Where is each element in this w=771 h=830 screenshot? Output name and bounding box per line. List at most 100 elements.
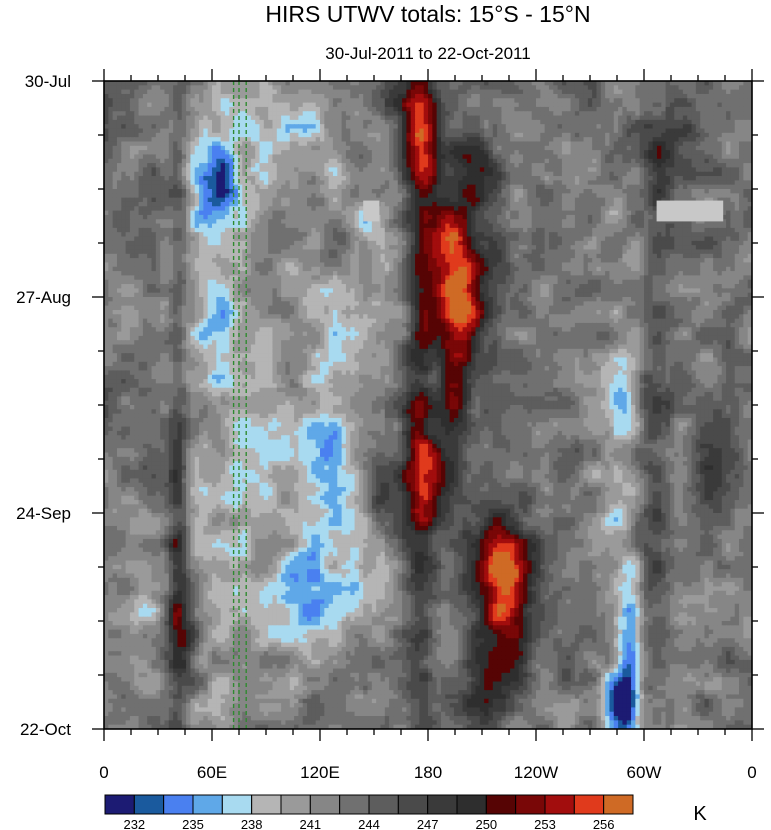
heatmap-cell <box>277 137 282 142</box>
heatmap-cell <box>683 111 688 116</box>
heatmap-cell <box>437 98 442 103</box>
heatmap-cell <box>294 98 299 103</box>
heatmap-cell <box>147 90 152 95</box>
heatmap-cell <box>251 94 256 99</box>
heatmap-cell <box>618 103 623 108</box>
heatmap-cell <box>121 94 126 99</box>
heatmap-cell <box>601 129 606 134</box>
heatmap-cell <box>730 94 735 99</box>
heatmap-cell <box>113 90 118 95</box>
heatmap-cell <box>739 107 744 112</box>
heatmap-cell <box>722 98 727 103</box>
heatmap-cell <box>368 103 373 108</box>
heatmap-cell <box>666 120 671 125</box>
heatmap-cell <box>182 120 187 125</box>
heatmap-cell <box>290 137 295 142</box>
heatmap-cell <box>674 107 679 112</box>
heatmap-cell <box>743 111 748 116</box>
heatmap-cell <box>562 124 567 129</box>
heatmap-cell <box>398 85 403 90</box>
heatmap-cell <box>113 124 118 129</box>
heatmap-cell <box>614 146 619 151</box>
heatmap-cell <box>415 116 420 121</box>
heatmap-cell <box>549 98 554 103</box>
heatmap-cell <box>212 90 217 95</box>
heatmap-cell <box>679 103 684 108</box>
heatmap-cell <box>363 90 368 95</box>
heatmap-cell <box>272 120 277 125</box>
heatmap-cell <box>549 120 554 125</box>
heatmap-cell <box>424 146 429 151</box>
heatmap-cell <box>441 98 446 103</box>
heatmap-cell <box>108 103 113 108</box>
heatmap-cell <box>644 94 649 99</box>
heatmap-cell <box>272 133 277 138</box>
heatmap-cell <box>290 85 295 90</box>
heatmap-cell <box>160 141 165 146</box>
heatmap-cell <box>471 107 476 112</box>
heatmap-cell <box>592 103 597 108</box>
heatmap-cell <box>458 146 463 151</box>
chart-title: HIRS UTWV totals: 15°S - 15°N <box>265 1 590 27</box>
heatmap-cell <box>195 124 200 129</box>
heatmap-cell <box>601 107 606 112</box>
heatmap-cell <box>152 150 157 155</box>
heatmap-cell <box>679 137 684 142</box>
heatmap-cell <box>635 98 640 103</box>
heatmap-cell <box>501 150 506 155</box>
heatmap-cell <box>134 85 139 90</box>
heatmap-cell <box>372 90 377 95</box>
heatmap-cell <box>130 124 135 129</box>
heatmap-cell <box>281 146 286 151</box>
heatmap-cell <box>497 129 502 134</box>
heatmap-cell <box>190 90 195 95</box>
heatmap-cell <box>307 124 312 129</box>
heatmap-cell <box>501 116 506 121</box>
heatmap-cell <box>393 103 398 108</box>
heatmap-cell <box>575 133 580 138</box>
heatmap-cell <box>234 137 239 142</box>
heatmap-cell <box>251 133 256 138</box>
heatmap-cell <box>389 129 394 134</box>
heatmap-cell <box>713 90 718 95</box>
heatmap-cell <box>657 133 662 138</box>
heatmap-cell <box>177 85 182 90</box>
heatmap-cell <box>190 141 195 146</box>
heatmap-cell <box>290 141 295 146</box>
heatmap-cell <box>130 90 135 95</box>
heatmap-cell <box>320 133 325 138</box>
heatmap-cell <box>199 90 204 95</box>
heatmap-cell <box>484 129 489 134</box>
heatmap-cell <box>571 103 576 108</box>
heatmap-cell <box>298 98 303 103</box>
heatmap-cell <box>497 85 502 90</box>
heatmap-cell <box>355 98 360 103</box>
heatmap-cell <box>480 141 485 146</box>
heatmap-cell <box>186 103 191 108</box>
heatmap-cell <box>117 116 122 121</box>
heatmap-cell <box>134 94 139 99</box>
heatmap-cell <box>476 103 481 108</box>
heatmap-cell <box>484 85 489 90</box>
heatmap-cell <box>152 116 157 121</box>
heatmap-cell <box>320 146 325 151</box>
heatmap-cell <box>173 90 178 95</box>
heatmap-cell <box>670 124 675 129</box>
heatmap-cell <box>679 133 684 138</box>
heatmap-cell <box>182 133 187 138</box>
heatmap-cell <box>687 116 692 121</box>
heatmap-cell <box>216 137 221 142</box>
heatmap-cell <box>303 107 308 112</box>
heatmap-cell <box>130 141 135 146</box>
heatmap-cell <box>368 116 373 121</box>
heatmap-cell <box>264 98 269 103</box>
heatmap-cell <box>428 129 433 134</box>
heatmap-cell <box>562 150 567 155</box>
heatmap-cell <box>488 116 493 121</box>
heatmap-cell <box>484 146 489 151</box>
heatmap-cell <box>618 120 623 125</box>
heatmap-cell <box>739 111 744 116</box>
heatmap-cell <box>480 146 485 151</box>
heatmap-cell <box>523 150 528 155</box>
heatmap-cell <box>216 103 221 108</box>
